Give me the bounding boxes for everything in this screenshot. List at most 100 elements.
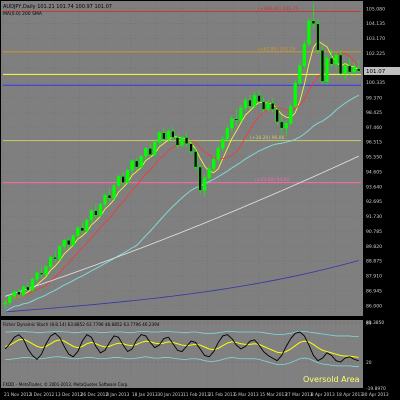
candle-body (80, 227, 84, 232)
candle-body (216, 148, 220, 160)
candle-body (257, 95, 261, 102)
time-tick-label: 3 Dec 2012 (30, 392, 55, 398)
candle-body (266, 102, 270, 110)
price-tick-label: 87.910 (366, 274, 382, 280)
price-tick-label: 105.080 (366, 6, 385, 12)
candle-body (193, 151, 198, 168)
candle-body (316, 23, 320, 51)
candle-body (284, 123, 288, 129)
current-price-label: 101.07 (366, 69, 386, 75)
candle-body (270, 102, 275, 110)
platform-footer: FXDD – MetaTrader, © 2001-2013, MetaQuot… (3, 382, 128, 387)
price-tick-label: 100.335 (366, 80, 385, 86)
candle-body (26, 286, 30, 291)
price-tick-label: 89.820 (366, 244, 382, 250)
time-tick-label: 30 Jan 2013 (157, 392, 183, 398)
candle-body (71, 235, 75, 246)
candle-body (30, 278, 35, 291)
price-tick-label: 96.515 (366, 140, 382, 146)
price-tick-label: 90.785 (366, 229, 382, 235)
fib-label: (+38.20) 96.86 (250, 135, 285, 141)
time-tick-label: 21 Feb 2013 (209, 392, 236, 398)
ma-legend: MA(0.0) 200 SMA (3, 11, 43, 17)
current-price-tag (364, 66, 400, 75)
candle-body (76, 227, 80, 236)
candle-body (203, 177, 207, 191)
candle-body (17, 291, 21, 296)
candle-body (85, 219, 89, 232)
price-tick-label: 86.000 (366, 303, 382, 309)
stoch-lower-band (5, 356, 359, 367)
candle-body (357, 68, 361, 72)
candle-body (130, 160, 134, 171)
candle-body (180, 137, 184, 146)
price-axis: 105.080 104.135 103.170 102.225 100.335 99.37… (366, 6, 385, 309)
fib-label: (+61.80) 102.24 (258, 46, 295, 52)
candle-body (67, 240, 71, 246)
symbol-header: AUDJPY,Daily 101.21 101.74 100.97 101.07 (3, 4, 112, 10)
candle-body (35, 272, 39, 280)
candle-body (135, 160, 139, 168)
time-tick-label: 8 Jan 2013 (106, 392, 129, 398)
candle-body (338, 54, 343, 74)
candle-body (116, 176, 121, 187)
candle-body (280, 121, 284, 129)
candle-body (121, 176, 125, 183)
candle-body (293, 82, 297, 107)
candle-body (3, 302, 7, 305)
price-tick-label: 102.225 (366, 51, 385, 57)
ma-longest-line (5, 260, 359, 313)
candle-body (221, 138, 225, 149)
candle-body (125, 169, 130, 183)
time-tick-label: 18 Apr 2013 (336, 392, 363, 398)
candle-body (275, 109, 279, 123)
candle-body (239, 107, 243, 121)
candle-body (334, 54, 338, 65)
price-tick-label: 98.425 (366, 110, 382, 116)
candle-body (230, 118, 234, 129)
candle-body (12, 291, 16, 297)
candle-body (139, 155, 143, 168)
candle-body (89, 210, 94, 221)
price-tick-label: 95.550 (366, 155, 382, 161)
price-tick-label: 103.170 (366, 36, 385, 42)
stoch-title: Fisher Dynamic Stoch (8.8.14) 63.8852 63… (3, 322, 160, 327)
time-tick-label: 5 Mar 2013 (234, 392, 259, 398)
candle-body (62, 240, 66, 247)
ma-long-line (5, 155, 359, 297)
candle-body (212, 159, 216, 169)
candle-body (107, 194, 112, 199)
price-tick-label: 97.460 (366, 125, 382, 131)
stoch-level-label: 81.3850 (366, 320, 384, 326)
time-tick-label: 18 Jan 2013 (132, 392, 158, 398)
candle-body (175, 137, 180, 146)
stoch-level-label: 80 (366, 321, 372, 327)
candle-body (189, 143, 193, 152)
candle-body (248, 99, 252, 107)
price-tick-label: 104.135 (366, 21, 385, 27)
chart-grid (2, 2, 362, 388)
candle-body (207, 168, 211, 179)
candle-body (171, 130, 175, 138)
candle-body (112, 185, 116, 199)
candle-body (234, 118, 239, 121)
time-tick-label: 15 Mar 2013 (260, 392, 288, 398)
candle-body (39, 272, 44, 275)
price-tick-label: 99.370 (366, 95, 382, 101)
candle-body (298, 65, 302, 84)
candle-body (225, 127, 229, 140)
candle-body (148, 148, 152, 155)
time-tick-label: 11 Feb 2013 (183, 392, 210, 398)
candle-body (98, 204, 103, 216)
candle-body (325, 57, 329, 82)
candle-body (307, 20, 311, 45)
candle-body (198, 166, 202, 191)
time-tick-label: 26 Dec 2012 (81, 392, 109, 398)
candle-body (162, 132, 166, 140)
time-tick-label: 27 Mar 2013 (285, 392, 313, 398)
candle-body (8, 296, 12, 303)
fib-label: (+100.00) 105.75 (258, 6, 298, 12)
